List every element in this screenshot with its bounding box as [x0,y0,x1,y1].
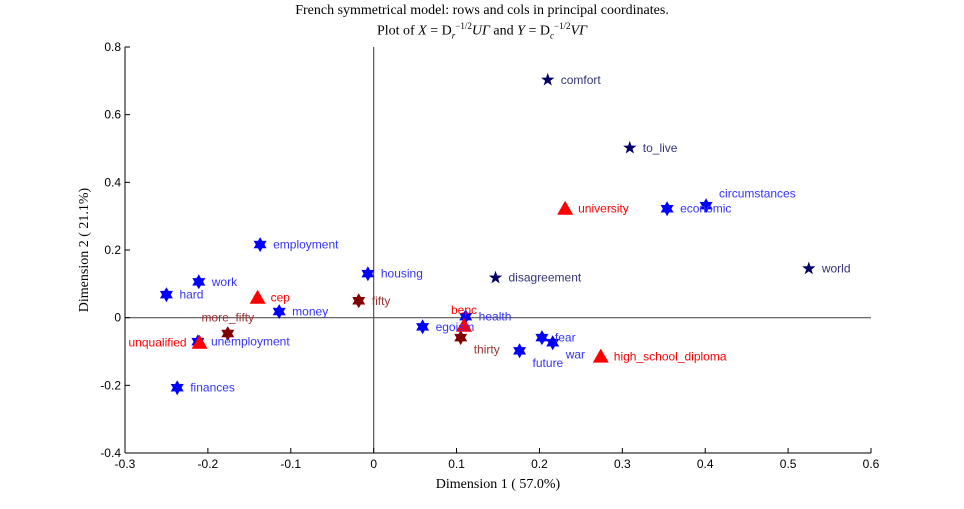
point-label-high_school_diploma: high_school_diploma [614,350,727,364]
point-marker-hexagram-thirty [454,330,468,346]
x-axis-label: Dimension 1 ( 57.0%) [436,477,561,492]
point-marker-hexagram-economic [660,201,674,217]
point-label-employment: employment [273,238,339,252]
y-tick-label: -0.4 [100,446,121,460]
x-tick-label: 0.3 [614,457,631,471]
point-label-health: health [479,310,512,324]
point-marker-triangle-bepc [456,317,473,332]
x-tick-label: 0.6 [863,457,880,471]
title-sub: r [451,30,456,41]
point-marker-hexagram-health [459,309,473,325]
y-tick-label: 0 [114,311,121,325]
point-label-comfort: comfort [561,73,602,87]
point-label-work: work [211,275,238,289]
point-marker-hexagram-fifty [352,293,366,309]
x-tick-label: -0.1 [280,457,301,471]
point-label-cep: cep [271,291,291,305]
chart-title-line2: Plot of X = Dr−1/2UΓ and Y = Dc−1/2VΓ [0,21,964,40]
x-tick-label: -0.2 [198,457,219,471]
title-sub: c [549,30,554,41]
title-text: VΓ [570,23,588,39]
title-text: and [489,23,518,39]
point-marker-pentagram-comfort [541,72,555,86]
point-label-world: world [821,262,851,276]
point-label-future: future [533,356,564,370]
x-tick-label: 0.5 [780,457,797,471]
point-marker-hexagram-egoism [416,319,430,335]
point-label-more_fifty: more_fifty [201,311,254,325]
point-label-egoism: egoism [436,320,475,334]
point-marker-hexagram-circumstances [699,198,713,214]
point-marker-hexagram-finances [170,380,184,396]
point-label-university: university [578,202,629,216]
point-label-to_live: to_live [643,141,678,155]
y-tick-label: 0.4 [104,175,121,189]
point-marker-hexagram-hard [159,287,173,303]
point-marker-hexagram-fear [535,330,549,346]
point-marker-triangle-unqualified [191,334,208,349]
title-text: = D [426,23,452,39]
y-tick-label: -0.2 [100,378,121,392]
x-tick-label: 0 [370,457,377,471]
point-label-fifty: fifty [372,294,391,308]
point-label-thirty: thirty [474,343,500,357]
point-label-bepc: bepc [451,303,477,317]
point-marker-hexagram-future [513,343,526,359]
point-marker-hexagram-employment [253,237,267,253]
y-tick-label: 0.6 [104,108,121,122]
title-text: UΓ [471,23,490,39]
title-text: Plot of [376,23,419,39]
point-marker-triangle-university [557,200,574,215]
title-sup: −1/2 [553,21,571,31]
point-marker-hexagram-money [272,304,286,320]
point-label-hard: hard [179,288,203,302]
point-label-unqualified: unqualified [129,336,187,350]
x-tick-label: -0.3 [115,457,136,471]
point-label-circumstances: circumstances [719,187,796,201]
point-label-war: war [565,348,585,362]
point-marker-triangle-cep [249,289,266,304]
point-label-housing: housing [381,267,423,281]
x-tick-label: 0.4 [697,457,714,471]
x-tick-label: 0.2 [531,457,548,471]
y-tick-label: 0.8 [104,40,121,54]
point-marker-pentagram-to_live [623,140,637,154]
title-sup: −1/2 [455,21,472,31]
point-label-disagreement: disagreement [509,271,582,285]
point-label-fear: fear [555,331,576,345]
point-marker-hexagram-more_fifty [221,326,235,342]
point-marker-hexagram-war [546,335,560,351]
point-marker-pentagram-disagreement [488,270,503,284]
chart-title-line1: French symmetrical model: rows and cols … [295,3,669,18]
point-marker-hexagram-housing [361,266,375,282]
point-label-economic: economic [680,202,731,216]
point-label-money: money [292,305,328,319]
title-x-var: X [418,23,427,39]
y-tick-label: 0.2 [104,243,121,257]
point-label-unemployment: unemployment [211,335,290,349]
point-label-finances: finances [190,381,235,395]
title-text: = D [524,23,550,39]
point-marker-triangle-high_school_diploma [592,348,609,363]
x-tick-label: 0.1 [448,457,465,471]
title-y-var: Y [517,23,525,39]
point-marker-pentagram-world [802,261,816,275]
y-axis-label: Dimension 2 ( 21.1%) [77,187,92,312]
point-marker-hexagram-work [192,274,206,290]
